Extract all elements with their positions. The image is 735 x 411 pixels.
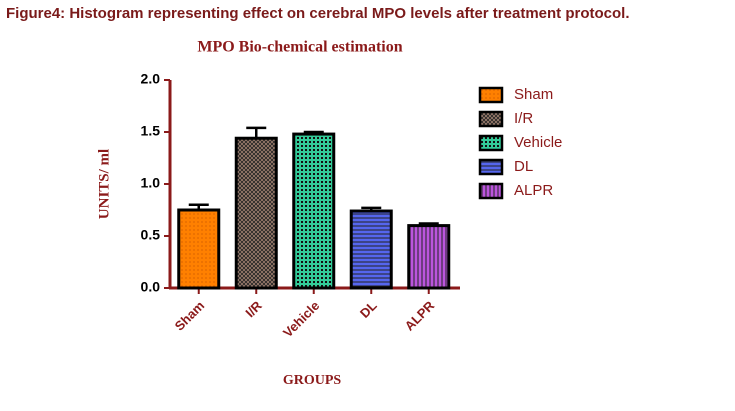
bar xyxy=(349,209,393,290)
legend-label: ALPR xyxy=(514,182,553,199)
y-tick-label: 0.0 xyxy=(141,279,161,295)
legend-swatch xyxy=(478,86,504,104)
y-tick-label: 2.0 xyxy=(141,71,161,87)
legend-label: I/R xyxy=(514,110,533,127)
legend-swatch xyxy=(478,134,504,152)
y-axis-label: UNITS/ ml xyxy=(96,149,112,219)
y-tick-label: 1.0 xyxy=(141,175,161,191)
legend-swatch xyxy=(478,110,504,128)
chart-title: MPO Bio-chemical estimation xyxy=(197,39,402,56)
y-tick-label: 0.5 xyxy=(141,227,161,243)
x-tick-label: Vehicle xyxy=(280,298,322,340)
y-tick-label: 1.5 xyxy=(141,123,161,139)
bar xyxy=(177,208,221,290)
x-tick-label: Sham xyxy=(172,298,208,334)
legend-label: DL xyxy=(514,158,533,175)
bar xyxy=(234,136,278,290)
x-axis-label: GROUPS xyxy=(283,373,342,388)
bar xyxy=(407,224,451,290)
legend-swatch xyxy=(478,158,504,176)
legend-swatch xyxy=(478,182,504,200)
figure-caption: Figure4: Histogram representing effect o… xyxy=(6,5,630,22)
x-tick-label: DL xyxy=(357,298,380,321)
bar xyxy=(292,132,336,290)
legend-label: Sham xyxy=(514,86,553,103)
x-tick-label: I/R xyxy=(242,298,265,321)
legend-label: Vehicle xyxy=(514,134,562,151)
x-tick-label: ALPR xyxy=(402,298,438,334)
